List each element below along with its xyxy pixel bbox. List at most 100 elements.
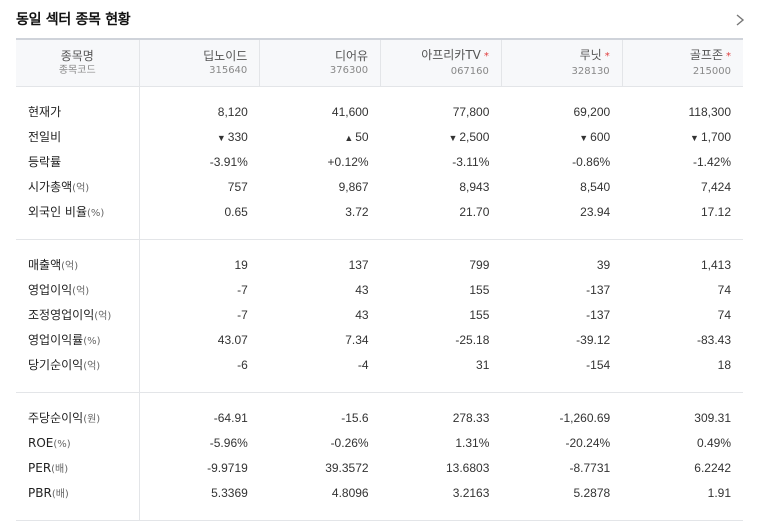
stock-code-header: 종목코드 [58,65,96,76]
row-unit: (억) [72,183,90,194]
row-label: 영업이익(억) [16,277,140,302]
stock-code: 215000 [692,66,731,77]
value-cell: 6.2242 [622,455,743,480]
value-cell: 69,200 [501,99,622,124]
cell-value: 19 [234,257,248,272]
value-cell: 3.72 [260,199,381,224]
star-marker: * [726,51,731,62]
table-row: 시가총액(억) 757 9,867 8,943 8,540 7,424 [16,174,743,199]
table-row: 등락률 -3.91% +0.12% -3.11% -0.86% -1.42% [16,149,743,174]
table-row: 조정영업이익(억) -7 43 155 -137 74 [16,302,743,327]
cell-value: 8,120 [217,104,248,119]
cell-value: -15.6 [341,410,369,425]
table-row: 당기순이익(억) -6 -4 31 -154 18 [16,352,743,377]
value-cell: 74 [622,277,743,302]
stock-header-0[interactable]: 딥노이드 315640 [138,39,260,87]
value-cell: 137 [260,252,381,277]
cell-value: 2,500 [459,129,490,144]
row-unit: (억) [94,311,112,322]
triangle-down-icon: ▼ [216,132,226,143]
value-cell: 0.49% [622,430,743,455]
row-label-text: 현재가 [28,105,62,119]
cell-value: 330 [227,129,248,144]
value-cell: -137 [501,277,622,302]
cell-value: 8,943 [459,179,490,194]
sector-comparison-table: 종목명 종목코드 딥노이드 315640 디어유 376300 아프리카TV * 067… [16,38,743,521]
triangle-down-icon: ▼ [579,132,589,143]
cell-value: -64.91 [213,410,248,425]
row-label: PER(배) [16,455,140,480]
cell-value: 74 [717,282,731,297]
triangle-down-icon: ▼ [448,132,458,143]
chevron-right-icon[interactable] [733,13,747,27]
value-cell: 1,413 [622,252,743,277]
row-unit: (%) [83,336,101,347]
value-cell: -6 [139,352,260,377]
row-label: PBR(배) [16,480,140,505]
cell-value: -137 [586,282,611,297]
cell-value: -1,260.69 [559,410,611,425]
value-cell: 17.12 [622,199,743,224]
cell-value: 13.6803 [446,460,490,475]
cell-value: 17.12 [700,204,731,219]
stock-name[interactable]: 딥노이드 [203,49,248,63]
row-unit: (원) [83,414,101,425]
cell-value: 0.49% [696,435,731,450]
cell-value: -39.12 [576,332,611,347]
row-label-text: 영업이익률 [28,333,84,347]
value-cell: ▼ 330 [139,124,260,149]
section-title: 동일 섹터 종목 현황 [16,12,131,28]
stock-header-3[interactable]: 루닛 * 328130 [500,39,623,87]
value-cell: ▼ 600 [501,124,622,149]
cell-value: -6 [237,357,248,372]
value-cell: 1.31% [381,430,502,455]
value-cell: -0.26% [260,430,381,455]
cell-value: 6.2242 [694,460,731,475]
cell-value: 4.8096 [331,485,369,500]
cell-value: 155 [469,307,490,322]
value-cell: 7.34 [260,327,381,352]
cell-value: -0.86% [572,154,611,169]
cell-value: -20.24% [565,435,611,450]
value-cell: 39 [501,252,622,277]
cell-value: 1,413 [700,257,731,272]
row-unit: (억) [72,286,90,297]
stock-name[interactable]: 루닛 [579,48,602,62]
table-row: 전일비 ▼ 330 ▲ 50 ▼ 2,500 ▼ 600 ▼ 1,700 [16,124,743,149]
row-label-text: ROE [28,435,54,450]
value-cell: 8,120 [139,99,260,124]
stock-name[interactable]: 골프존 [689,48,723,62]
row-label-text: 매출액 [28,258,62,272]
row-label: 영업이익률(%) [16,327,140,352]
cell-value: 43 [355,282,369,297]
row-unit: (억) [61,261,79,272]
cell-value: 155 [469,282,490,297]
row-label-text: PBR [28,486,52,500]
cell-value: -3.11% [452,154,490,169]
row-label-text: 주당순이익 [28,411,84,425]
stock-header-2[interactable]: 아프리카TV * 067160 [380,39,502,87]
value-cell: 757 [139,174,260,199]
value-cell: 21.70 [381,199,502,224]
cell-value: 5.3369 [211,485,248,500]
stock-name[interactable]: 디어유 [334,49,369,63]
value-cell: 118,300 [622,99,743,124]
value-cell: 74 [622,302,743,327]
table-header-row: 종목명 종목코드 딥노이드 315640 디어유 376300 아프리카TV * 067… [16,39,743,87]
value-cell: 39.3572 [260,455,381,480]
value-cell: +0.12% [260,149,381,174]
row-label: 현재가 [16,99,140,124]
stock-header-4[interactable]: 골프존 * 215000 [621,39,743,87]
cell-value: -7 [237,282,248,297]
stock-name[interactable]: 아프리카TV [421,48,481,62]
value-cell: 0.65 [139,199,260,224]
value-cell: 5.3369 [139,480,260,505]
row-label-text: 외국인 비율 [28,205,88,219]
cell-value: -9.9719 [207,460,248,475]
cell-value: -0.26% [330,435,369,450]
stock-header-1[interactable]: 디어유 376300 [259,39,381,87]
value-cell: -20.24% [501,430,622,455]
star-marker: * [483,51,489,62]
cell-value: 69,200 [573,104,611,119]
section-top-spacer [16,392,743,405]
